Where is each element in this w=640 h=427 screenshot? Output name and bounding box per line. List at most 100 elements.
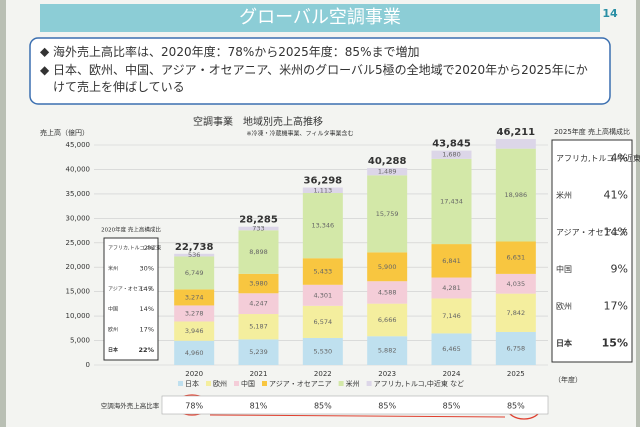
bar-segment <box>302 337 343 365</box>
bar-segment <box>174 305 215 322</box>
bar-segment <box>495 139 536 149</box>
legend-label: アジア・オセアニア <box>269 380 332 388</box>
x-tick-label: 2024 <box>443 370 461 378</box>
legend-swatch <box>338 381 344 386</box>
bar-segment <box>495 273 536 294</box>
panel-box <box>551 139 633 363</box>
bullet-text: ◆ 日本、欧州、中国、アジア・オセアニア、米州のグローバル5極の全地域で2020… <box>40 63 588 94</box>
bar-segment <box>174 321 215 341</box>
data-label: 4,301 <box>314 291 333 299</box>
ratio-label: 空調海外売上高比率 <box>101 401 160 410</box>
bullet-text: 海外売上高比率は、2020年度：78%から2025年度：85%まで増加 <box>53 44 419 59</box>
total-label: 46,211 <box>497 127 536 138</box>
ratio-cell: 81% <box>250 402 268 411</box>
total-label: 43,845 <box>432 139 471 150</box>
bar-segment <box>238 226 279 231</box>
data-label: 5,900 <box>378 263 397 271</box>
panel-row-value: 22% <box>138 346 154 354</box>
bar-segment <box>367 252 408 282</box>
panel-row-label: 日本 <box>108 346 119 353</box>
x-tick-label: 2025 <box>507 370 525 378</box>
data-label: 536 <box>188 251 200 259</box>
bar-segment <box>495 331 536 365</box>
panel-row-value: 14% <box>604 226 628 239</box>
panel-row-value: 17% <box>140 326 154 334</box>
legend-swatch <box>366 381 372 386</box>
title-band <box>40 4 600 32</box>
panel-row-label: 中国 <box>108 306 118 313</box>
data-label: 3,980 <box>249 280 268 288</box>
data-label: 3,274 <box>185 293 204 301</box>
bar-segment <box>302 258 343 285</box>
panel-title: 2020年度 売上高構成比 <box>101 226 161 234</box>
panel-title: 2025年度 売上高構成比 <box>554 127 630 136</box>
page-number: 14 <box>602 7 618 20</box>
panel-row-label: アジア・オセアニア <box>556 228 628 237</box>
bar-segment <box>367 303 408 337</box>
bar-segment <box>174 253 215 257</box>
data-label: 3,946 <box>185 327 204 335</box>
data-label: 4,588 <box>378 288 397 296</box>
bar-segment <box>367 168 408 176</box>
data-label: 733 <box>252 225 264 233</box>
data-label: 1,680 <box>442 151 461 159</box>
total-label: 36,298 <box>304 176 343 187</box>
total-label: 22,738 <box>175 242 214 253</box>
y-tick-label: 45,000 <box>66 141 91 149</box>
ratio-cell: 85% <box>378 402 396 411</box>
data-label: 4,281 <box>442 284 461 292</box>
legend-label: 欧州 <box>213 379 227 388</box>
panel-row-value: 2% <box>144 244 154 252</box>
data-label: 5,433 <box>314 268 333 276</box>
data-label: 6,465 <box>442 345 461 353</box>
data-label: 5,187 <box>249 323 268 331</box>
ratio-row <box>161 395 549 415</box>
bullet: ◆ 海外売上高比率は、2020年度：78%から2025年度：85%まで増加 <box>40 44 419 59</box>
x-tick-label: 2023 <box>378 370 396 378</box>
y-tick-label: 15,000 <box>66 288 91 296</box>
ratio-cell: 78% <box>185 402 203 411</box>
bar-segment <box>431 150 472 159</box>
x-tick-label: 2022 <box>314 370 332 378</box>
legend-label: アフリカ,トルコ,中近東 など <box>374 379 465 388</box>
chart-subtitle: ※冷凍・冷蔵機事業、フィルタ事業含む <box>247 130 354 138</box>
bar-segment <box>238 230 279 274</box>
panel-row-label: 欧州 <box>556 301 572 311</box>
panel-row-value: 14% <box>140 305 154 313</box>
bar-segment <box>238 339 279 365</box>
data-label: 18,986 <box>504 191 527 199</box>
ratio-cell: 85% <box>443 402 461 411</box>
data-label: 5,882 <box>378 347 397 355</box>
bullet-text: 日本、欧州、中国、アジア・オセアニア、米州のグローバル5極の全地域で2020年か… <box>53 63 588 94</box>
data-label: 15,759 <box>376 210 399 218</box>
bar-segment <box>431 277 472 299</box>
data-label: 7,146 <box>442 312 461 320</box>
data-label: 1,113 <box>314 186 333 194</box>
bullet-2: ◆ 日本、欧州、中国、アジア・オセアニア、米州のグローバル5極の全地域で2020… <box>40 63 588 94</box>
panel-row-label: 米州 <box>108 265 118 272</box>
y-axis-label: 売上高（億円） <box>40 128 89 137</box>
panel-row-label: アフリカ,トルコ 中近東 等 <box>556 153 640 163</box>
y-tick-label: 30,000 <box>66 214 91 222</box>
bar-segment <box>302 187 343 193</box>
bar-segment <box>431 333 472 365</box>
y-tick-label: 10,000 <box>66 312 91 320</box>
ratio-cell: 85% <box>507 402 525 411</box>
x-axis-label: （年度） <box>554 375 582 384</box>
total-label: 40,288 <box>368 156 407 167</box>
y-tick-label: 5,000 <box>70 337 90 345</box>
data-label: 4,247 <box>249 300 268 308</box>
bar-segment <box>431 298 472 334</box>
legend-label: 日本 <box>185 379 199 388</box>
bar-segment <box>495 148 536 242</box>
bar-segment <box>174 340 215 365</box>
data-label: 3,278 <box>185 309 204 317</box>
panel-box <box>103 237 159 361</box>
bar-segment <box>431 244 472 278</box>
panel-row-value: 15% <box>602 337 628 350</box>
y-tick-label: 40,000 <box>66 165 91 173</box>
data-label: 8,898 <box>249 248 268 256</box>
bar-segment <box>302 192 343 259</box>
